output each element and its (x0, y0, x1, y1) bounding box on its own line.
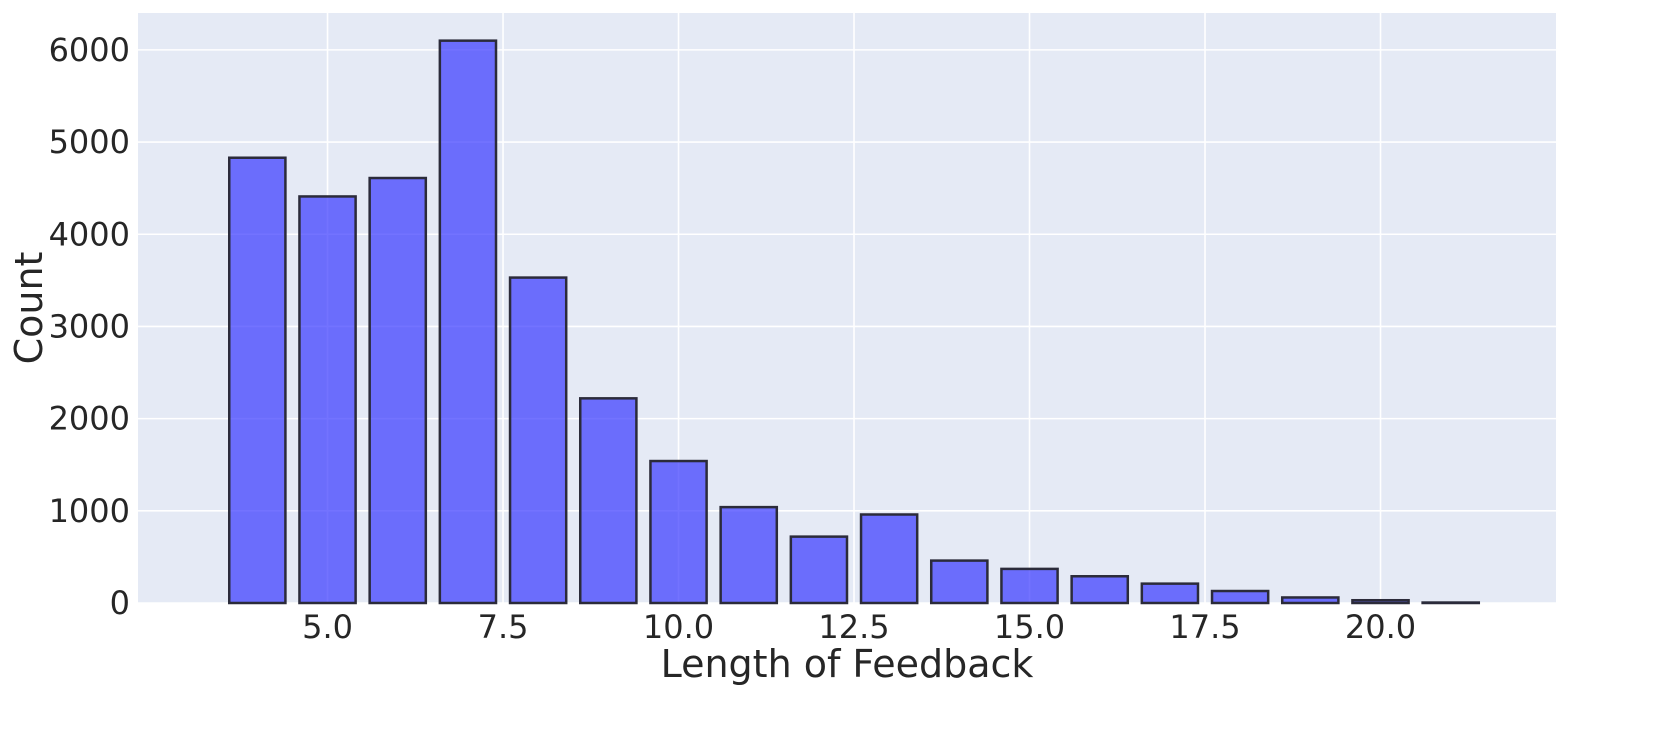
bar-length-12 (789, 535, 849, 605)
y-tick-label: 6000 (49, 31, 130, 69)
bar-length-10 (649, 459, 708, 605)
bar-length-9 (578, 397, 638, 605)
bar-length-13 (859, 513, 919, 605)
bar-length-18 (1210, 589, 1270, 605)
bar-length-15 (1000, 567, 1059, 605)
bar-length-19 (1280, 596, 1340, 605)
bar-length-16 (1070, 575, 1130, 605)
bar-length-20 (1351, 598, 1410, 605)
x-tick-label: 17.5 (1169, 608, 1240, 646)
y-tick-label: 4000 (49, 215, 130, 253)
y-tick-label: 2000 (49, 400, 130, 438)
y-tick-label: 1000 (49, 492, 130, 530)
bar-length-14 (929, 559, 989, 605)
x-tick-label: 5.0 (302, 608, 353, 646)
x-tick-label: 20.0 (1345, 608, 1416, 646)
bar-length-17 (1140, 582, 1200, 605)
y-tick-label: 0 (110, 584, 130, 622)
x-tick-label: 15.0 (994, 608, 1065, 646)
y-tick-label: 5000 (49, 123, 130, 161)
y-tick-label: 3000 (49, 307, 130, 345)
bar-length-5 (298, 195, 357, 605)
x-tick-label: 12.5 (818, 608, 889, 646)
bar-length-4 (228, 156, 287, 605)
bar-length-11 (719, 505, 779, 605)
x-tick-labels: 5.0 7.5 10.0 12.5 15.0 17.5 20.0 (302, 608, 1416, 646)
bars (228, 39, 1481, 605)
bar-length-7 (438, 39, 498, 605)
y-tick-labels: 0 1000 2000 3000 4000 5000 6000 (49, 31, 130, 622)
bar-length-6 (368, 176, 428, 605)
x-axis-label: Length of Feedback (661, 642, 1034, 686)
x-tick-label: 7.5 (478, 608, 529, 646)
bar-length-8 (508, 276, 568, 605)
x-tick-label: 10.0 (643, 608, 714, 646)
y-axis-label: Count (7, 252, 51, 365)
